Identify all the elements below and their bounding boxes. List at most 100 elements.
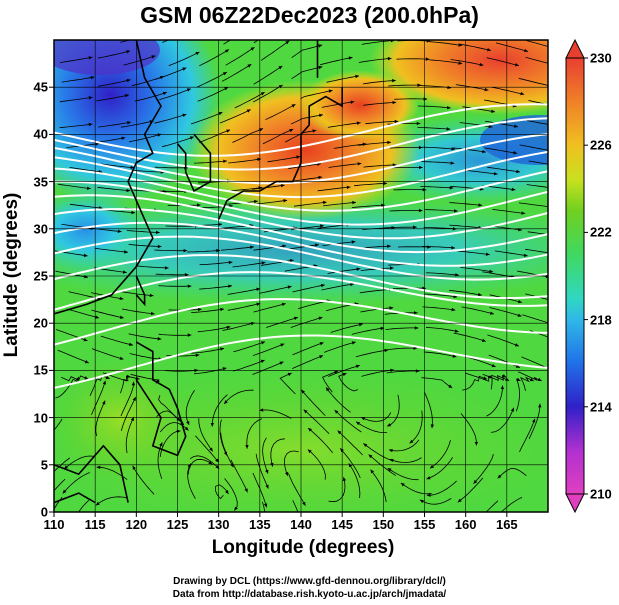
streamline-arrow xyxy=(357,162,362,166)
streamline-arrow xyxy=(529,377,534,382)
streamline xyxy=(89,375,110,396)
x-tick-label: 110 xyxy=(43,517,65,532)
streamline xyxy=(227,303,261,311)
streamline-arrow xyxy=(478,203,483,207)
streamline xyxy=(385,327,419,330)
streamline-arrow xyxy=(422,286,426,290)
streamline xyxy=(325,387,351,413)
streamline-arrow xyxy=(250,321,255,326)
x-tick-label: 160 xyxy=(454,517,477,532)
streamline xyxy=(199,49,230,67)
streamline-arrow xyxy=(308,427,312,432)
streamline-arrow xyxy=(502,374,507,378)
streamline-arrow xyxy=(532,418,536,423)
streamline xyxy=(126,230,160,233)
streamline xyxy=(320,57,353,66)
streamline xyxy=(338,372,359,392)
streamline-arrow xyxy=(86,186,91,190)
streamline xyxy=(358,58,392,63)
streamline-arrow xyxy=(278,84,283,89)
streamline xyxy=(368,454,397,476)
streamline-arrow xyxy=(278,65,283,70)
streamline xyxy=(525,56,548,64)
y-tick-label: 15 xyxy=(33,362,48,378)
streamline xyxy=(517,371,542,382)
streamline-arrow xyxy=(312,129,317,133)
colorbar-bottom-arrow xyxy=(565,493,585,514)
streamline-arrow xyxy=(513,151,518,155)
streamline xyxy=(219,419,228,456)
streamline-arrow xyxy=(318,175,323,180)
streamline-arrow xyxy=(281,302,286,307)
colorbar-tick-label: 230 xyxy=(590,50,612,66)
streamline-arrow xyxy=(148,33,152,36)
streamline-arrow xyxy=(387,423,392,427)
colorbar-tick-label: 222 xyxy=(590,224,612,240)
streamline-arrow xyxy=(488,124,493,129)
streamline xyxy=(361,412,392,422)
streamline-arrow xyxy=(457,498,462,503)
streamline xyxy=(323,341,356,353)
streamline-arrow xyxy=(263,503,268,508)
streamline xyxy=(473,453,494,484)
streamline-arrow xyxy=(490,311,494,315)
streamline-arrow xyxy=(83,337,88,342)
streamline-arrow xyxy=(224,400,228,404)
colorbar-tick-label: 226 xyxy=(590,137,612,153)
streamline-arrow xyxy=(392,78,396,83)
streamline xyxy=(129,353,163,360)
streamline-arrow xyxy=(389,458,394,463)
streamline xyxy=(487,166,521,173)
streamline xyxy=(78,500,90,512)
streamline xyxy=(495,42,529,52)
streamline-arrow xyxy=(302,532,305,536)
streamline xyxy=(426,480,457,496)
streamline xyxy=(120,396,137,432)
streamline-arrow xyxy=(183,248,188,253)
streamline-arrow xyxy=(556,124,560,127)
streamline-arrow xyxy=(557,105,561,108)
streamline xyxy=(154,190,188,192)
streamline-arrow xyxy=(130,165,135,170)
streamline xyxy=(300,389,326,416)
streamline xyxy=(288,473,306,506)
streamline-arrow xyxy=(356,121,361,125)
streamline-arrow xyxy=(518,299,522,304)
streamline-arrow xyxy=(149,293,154,298)
colorbar-tick-label: 214 xyxy=(590,399,612,415)
streamline xyxy=(388,439,420,452)
streamline xyxy=(386,370,420,374)
streamline-arrow xyxy=(223,451,228,456)
streamline-arrow xyxy=(419,499,424,504)
streamline xyxy=(491,86,525,95)
streamline xyxy=(190,111,223,125)
streamline xyxy=(252,472,267,508)
streamline xyxy=(429,59,463,65)
streamline xyxy=(295,27,326,39)
streamline xyxy=(260,259,294,266)
streamline xyxy=(358,141,391,146)
streamline-arrow xyxy=(483,376,488,380)
streamline xyxy=(422,246,456,249)
streamline xyxy=(288,163,321,169)
streamline xyxy=(486,57,520,67)
streamline-arrow xyxy=(342,477,347,482)
streamline-arrow xyxy=(387,56,392,61)
streamline xyxy=(187,458,213,475)
streamline xyxy=(426,457,454,480)
streamline xyxy=(54,497,63,511)
streamline xyxy=(54,418,63,431)
streamline-arrow xyxy=(195,353,200,357)
streamline-arrow xyxy=(350,100,355,104)
streamline-arrow xyxy=(303,409,308,414)
streamline-arrow xyxy=(351,341,356,345)
streamline xyxy=(387,467,419,481)
streamline-arrow xyxy=(126,188,131,193)
streamline xyxy=(289,176,323,182)
streamline xyxy=(328,477,346,503)
streamline-arrow xyxy=(487,48,491,52)
streamline-arrow xyxy=(228,284,232,288)
streamline xyxy=(370,469,387,503)
streamline-arrow xyxy=(126,374,131,378)
streamline-arrow xyxy=(44,478,48,482)
